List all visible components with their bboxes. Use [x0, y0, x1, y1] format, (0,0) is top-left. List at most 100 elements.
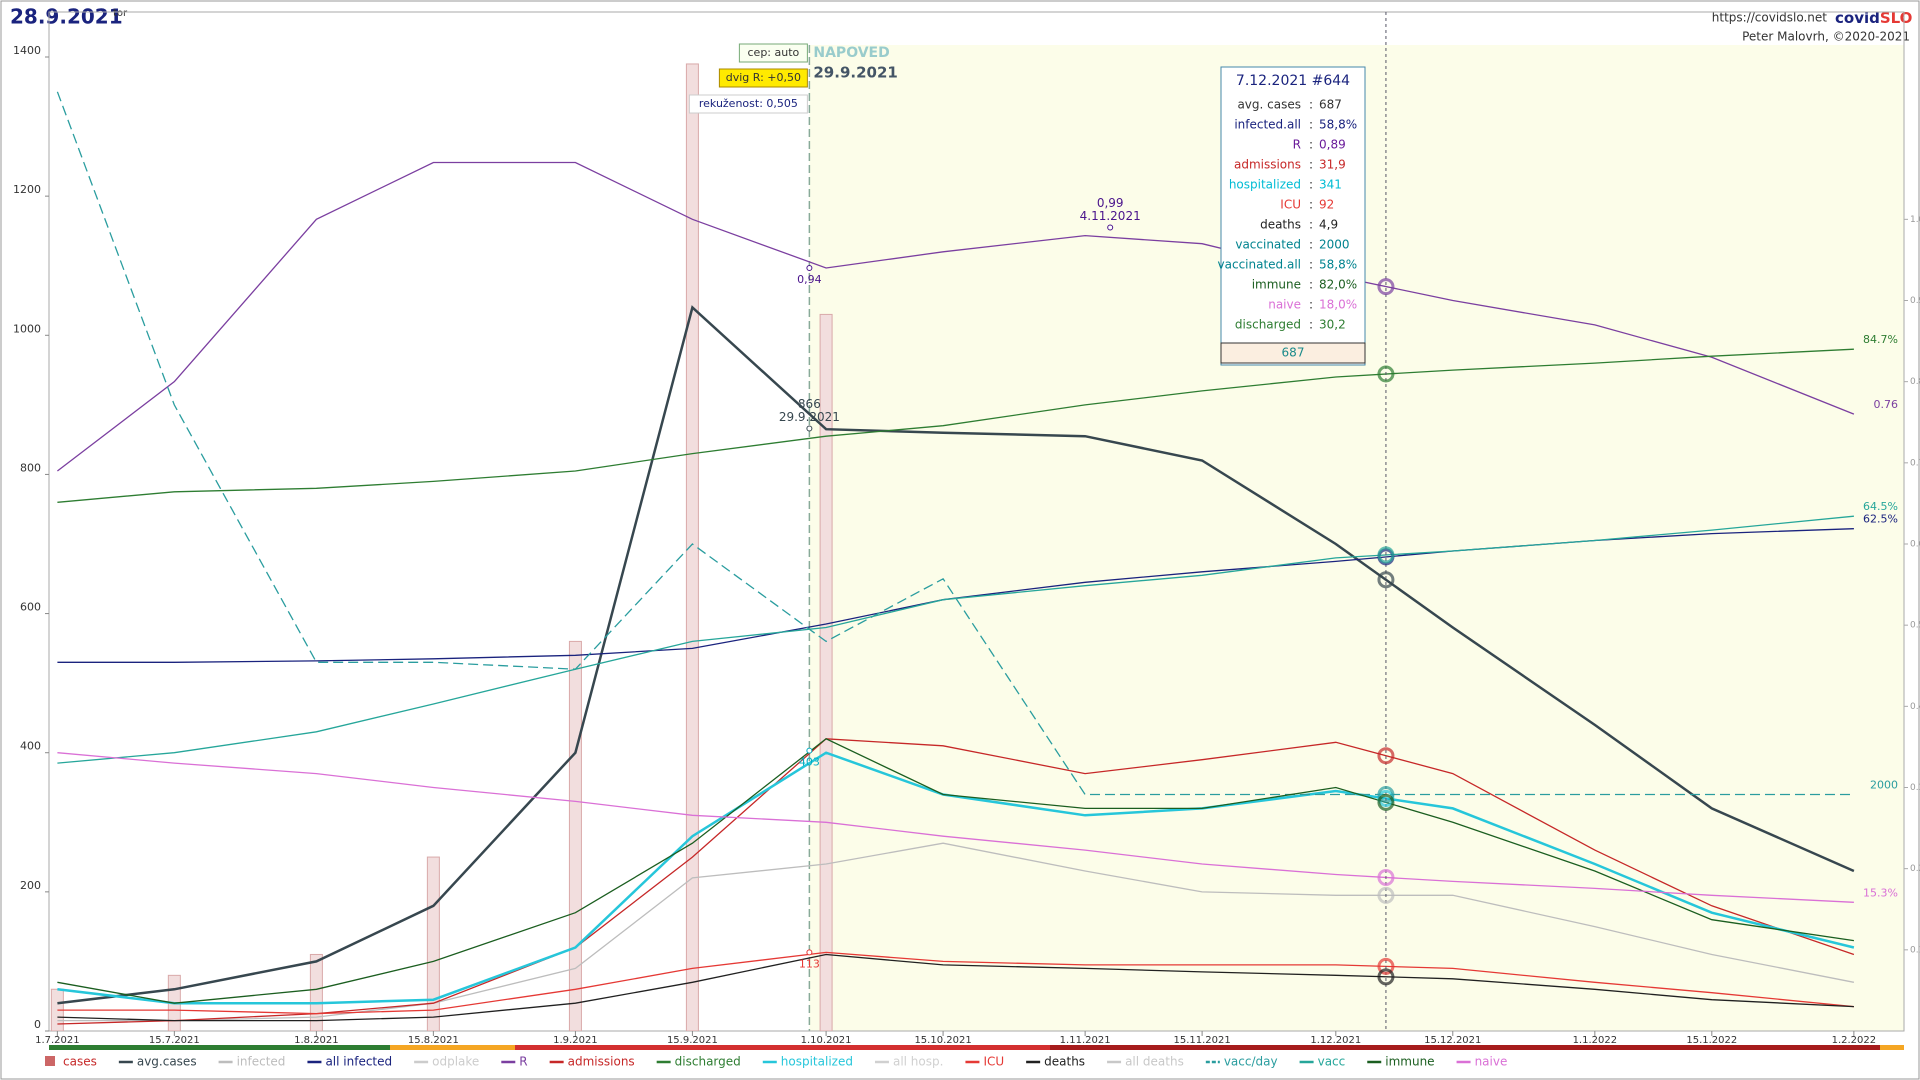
x-tick-label: 1.7.2021: [35, 1035, 80, 1046]
tooltip-sep: :: [1309, 178, 1313, 192]
x-tick-label: 1.8.2021: [294, 1035, 339, 1046]
annotation-label: 0,94: [797, 273, 822, 286]
y2-tick-label: 0.8: [1910, 377, 1920, 387]
y2-tick-label: 0.1: [1910, 945, 1920, 955]
annotation-dot: [806, 949, 813, 956]
annotation-caption: 29.9.2021: [779, 410, 840, 424]
legend-label: all hosp.: [893, 1055, 943, 1069]
legend-label: vacc/day: [1224, 1055, 1278, 1069]
cep-label: cep: auto: [748, 46, 800, 59]
weekday: tor: [113, 8, 128, 19]
x-tick-label: 1.1.2022: [1573, 1035, 1618, 1046]
cursor-ring: [1377, 793, 1395, 811]
tooltip-name: deaths: [1260, 218, 1301, 232]
x-tick-label: 15.11.2021: [1173, 1035, 1230, 1046]
x-tick-label: 15.1.2022: [1686, 1035, 1737, 1046]
status-bar: [1880, 1045, 1904, 1050]
cursor-ring: [1377, 365, 1395, 383]
y2-tick-label: 0.3: [1910, 783, 1920, 793]
end-label: 84.7%: [1863, 333, 1898, 346]
annotation-dot: [806, 747, 813, 754]
annotation-dot: [1107, 224, 1114, 231]
end-label: 15.3%: [1863, 886, 1898, 899]
y-tick-label: 800: [20, 461, 41, 474]
tooltip-sep: :: [1309, 278, 1313, 292]
series-line: [57, 738, 1854, 1004]
y-tick-label: 400: [20, 740, 41, 753]
series-layer: [50, 63, 1855, 1031]
annotation-label: 0,99: [1097, 196, 1124, 210]
brand-a: covid: [1835, 9, 1880, 27]
tooltip-sep: :: [1309, 218, 1313, 232]
tooltip-footer-box: [1220, 342, 1366, 364]
annotation-label: 866: [798, 397, 821, 411]
legend-label: cases: [63, 1055, 97, 1069]
x-tick-label: 1.9.2021: [553, 1035, 598, 1046]
tooltip-name: hospitalized: [1229, 178, 1301, 192]
tooltip-box: [1220, 66, 1366, 366]
legend-label: all infected: [325, 1055, 392, 1069]
tooltip-sep: :: [1309, 118, 1313, 132]
x-tick-label: 15.8.2021: [408, 1035, 459, 1046]
cursor-ring: [1377, 957, 1395, 975]
cep-box: [738, 43, 808, 63]
tooltip-footer: 687: [1282, 346, 1305, 360]
tooltip-sep: :: [1309, 238, 1313, 252]
tooltip-sep: :: [1309, 258, 1313, 272]
y2-tick-label: 1.0: [1910, 215, 1920, 225]
series-line: [57, 515, 1854, 764]
tooltip-value: 0,89: [1319, 138, 1346, 152]
tooltip-value: 58,8%: [1319, 258, 1357, 272]
cursor-ring: [1377, 886, 1395, 904]
tooltip-value: 31,9: [1319, 158, 1346, 172]
legend-label: infected: [237, 1055, 286, 1069]
tooltip-value: 82,0%: [1319, 278, 1357, 292]
tooltip-name: R: [1293, 138, 1301, 152]
tooltip-sep: :: [1309, 198, 1313, 212]
series-line: [57, 161, 1855, 472]
forecast-label: NAPOVED: [813, 45, 889, 61]
tooltip-value: 2000: [1319, 238, 1350, 252]
y2-tick-label: 0.2: [1910, 864, 1920, 874]
brand-b: SLO: [1880, 9, 1913, 27]
y2-tick-label: 0.6: [1910, 540, 1920, 550]
bar: [309, 953, 323, 1031]
legend-label: R: [519, 1055, 527, 1069]
y-tick-label: 0: [34, 1018, 41, 1031]
dvig-box: [718, 68, 808, 88]
legend-label: discharged: [675, 1055, 741, 1069]
y2-tick-label: 0.5: [1910, 621, 1920, 631]
status-bar: [49, 1045, 390, 1050]
tooltip-value: 30,2: [1319, 318, 1346, 332]
annotation-caption: 4.11.2021: [1080, 209, 1141, 223]
bar: [568, 640, 582, 1031]
bar: [685, 63, 699, 1031]
end-label: 0.76: [1874, 398, 1899, 411]
end-label: 2000: [1870, 778, 1898, 791]
y-tick-label: 600: [20, 601, 41, 614]
x-tick-label: 1.2.2022: [1832, 1035, 1877, 1046]
cursor-ring: [1377, 868, 1395, 886]
y-tick-label: 1000: [13, 322, 41, 335]
tooltip-value: 58,8%: [1319, 118, 1357, 132]
x-tick-label: 1.11.2021: [1060, 1035, 1111, 1046]
y2-tick-label: 0.9: [1910, 296, 1920, 306]
x-tick-label: 1.12.2021: [1310, 1035, 1361, 1046]
tooltip-sep: :: [1309, 158, 1313, 172]
bar: [426, 856, 440, 1031]
brand: covidSLO: [1835, 9, 1912, 27]
tooltip-sep: :: [1309, 138, 1313, 152]
annotation-dot: [806, 425, 813, 432]
tooltip-name: avg. cases: [1237, 98, 1301, 112]
end-label: 62.5%: [1863, 513, 1898, 526]
tooltip-value: 18,0%: [1319, 298, 1357, 312]
chart-title: 28.9.2021: [10, 5, 123, 29]
legend-label: immune: [1385, 1055, 1434, 1069]
tooltip-name: admissions: [1234, 158, 1301, 172]
dvig-label: dvig R: +0,50: [726, 71, 801, 84]
series-line: [57, 951, 1854, 1015]
cursor-ring: [1377, 747, 1395, 765]
rek-label: rekuženost: 0,505: [699, 97, 798, 110]
legend-label: deaths: [1044, 1055, 1085, 1069]
tooltip-name: immune: [1252, 278, 1301, 292]
